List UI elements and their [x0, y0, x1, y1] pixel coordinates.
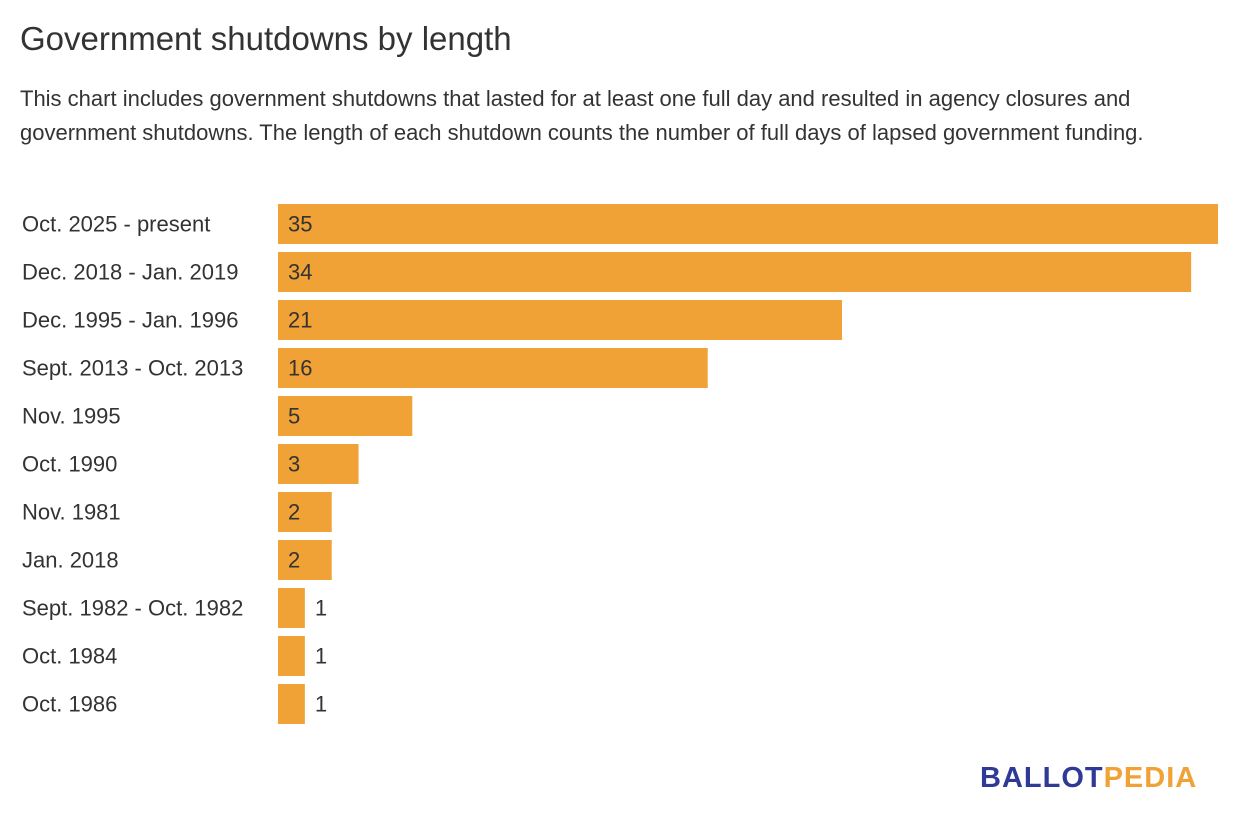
bar-value-label: 5: [288, 404, 300, 429]
bar: [278, 444, 359, 484]
logo-part-ballot: BALLOT: [980, 762, 1104, 794]
chart-subtitle: This chart includes government shutdowns…: [20, 86, 1144, 145]
bar: [278, 300, 842, 340]
bar-value-label: 35: [288, 212, 312, 237]
bar-value-label: 1: [315, 596, 327, 621]
ballotpedia-logo: BALLOTPEDIA: [980, 762, 1197, 795]
category-label: Jan. 2018: [22, 548, 119, 573]
category-label: Dec. 2018 - Jan. 2019: [22, 260, 238, 285]
category-label: Dec. 1995 - Jan. 1996: [22, 308, 238, 333]
category-label: Oct. 2025 - present: [22, 212, 210, 237]
bar-value-label: 1: [315, 644, 327, 669]
bar-value-label: 3: [288, 452, 300, 477]
bar: [278, 540, 332, 580]
bar-value-label: 21: [288, 308, 312, 333]
bar: [278, 348, 708, 388]
category-label: Nov. 1995: [22, 404, 121, 429]
category-label: Oct. 1984: [22, 644, 117, 669]
chart-title: Government shutdowns by length: [20, 20, 512, 57]
category-label: Sept. 1982 - Oct. 1982: [22, 596, 243, 621]
bar: [278, 252, 1192, 292]
bar-value-label: 34: [288, 260, 312, 285]
category-label: Nov. 1981: [22, 500, 121, 525]
category-label: Sept. 2013 - Oct. 2013: [22, 356, 243, 381]
bar: [278, 396, 413, 436]
bar: [278, 492, 332, 532]
category-label: Oct. 1986: [22, 692, 117, 717]
bar: [278, 636, 305, 676]
bar-value-label: 1: [315, 692, 327, 717]
bar-value-label: 2: [288, 548, 300, 573]
logo-part-pedia: PEDIA: [1103, 762, 1198, 794]
bar: [278, 588, 305, 628]
bar-value-label: 16: [288, 356, 312, 381]
bar: [278, 204, 1218, 244]
category-label: Oct. 1990: [22, 452, 117, 477]
bar-value-label: 2: [288, 500, 300, 525]
bar: [278, 684, 305, 724]
